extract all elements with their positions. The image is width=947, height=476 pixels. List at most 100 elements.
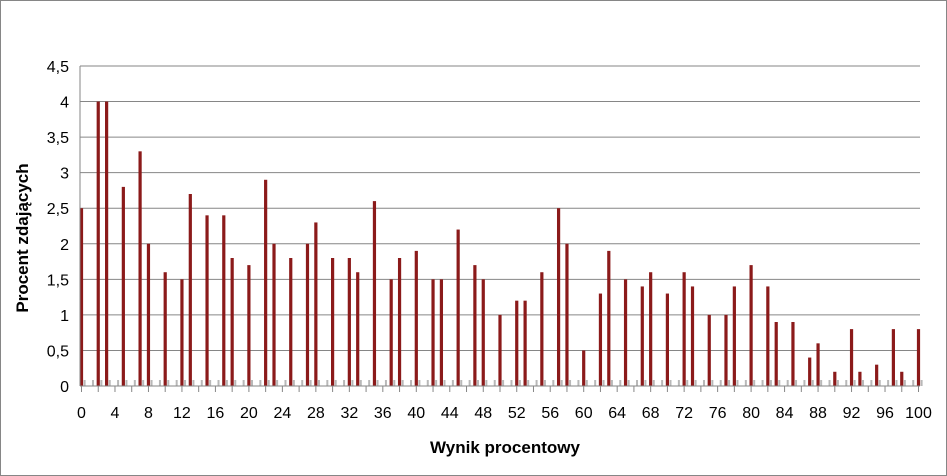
bar-stub [309, 380, 312, 386]
bar [515, 300, 519, 386]
y-tick-label: 1 [60, 308, 69, 325]
bar-stub [862, 380, 865, 386]
bar-stub [786, 380, 789, 386]
bar [732, 286, 736, 386]
bar-stub [719, 380, 722, 386]
x-tick-label: 92 [843, 405, 861, 422]
bar-stub [769, 380, 772, 386]
x-tick-label: 24 [273, 405, 291, 422]
bar [556, 208, 561, 386]
bar-stub [393, 380, 396, 386]
bar-stub [644, 380, 647, 386]
bar [766, 286, 770, 386]
bar [138, 151, 142, 386]
bar-stub [108, 380, 111, 386]
bar [180, 279, 184, 386]
x-tick-label: 40 [407, 405, 425, 422]
bar-stub [476, 380, 479, 386]
bar-stub [493, 380, 496, 386]
bar-stub [418, 380, 421, 386]
bar-stub [267, 380, 270, 386]
x-axis-title: Wynik procentowy [430, 438, 580, 457]
bar [875, 364, 879, 386]
bar-stub [284, 380, 287, 386]
bar-stub [426, 380, 429, 386]
bar [314, 222, 318, 386]
bar-stub [845, 380, 848, 386]
bar-stub [276, 380, 279, 386]
bar-stub [301, 380, 304, 386]
bar-stub [577, 380, 580, 386]
bar-stub [744, 380, 747, 386]
bar [540, 272, 544, 386]
bar [481, 279, 485, 386]
bar-stub [920, 380, 923, 386]
bar-stub [150, 380, 153, 386]
bar [96, 101, 100, 387]
bar [105, 101, 109, 387]
bar [397, 258, 402, 386]
bar-stub [527, 380, 530, 386]
bar-stub [702, 380, 705, 386]
axes [79, 66, 920, 392]
bar-stub [610, 380, 613, 386]
bar-stub [795, 380, 798, 386]
bar-stub [569, 380, 572, 386]
bar [498, 314, 502, 386]
bar [79, 208, 84, 386]
x-tick-label: 44 [441, 405, 459, 422]
bar-stub [460, 380, 463, 386]
x-tick-label: 80 [742, 405, 760, 422]
y-tick-label: 4,5 [47, 59, 69, 76]
bar-stub [117, 380, 120, 386]
bar-stub [451, 380, 454, 386]
bar-stub [828, 380, 831, 386]
bar-stub [736, 380, 739, 386]
bar-stub [359, 380, 362, 386]
bar [163, 272, 167, 386]
bar [456, 229, 460, 386]
bar-stub [200, 380, 203, 386]
bar-stub [175, 380, 178, 386]
x-tick-label: 96 [876, 405, 894, 422]
bar-stub [251, 380, 253, 386]
bar [121, 186, 125, 386]
bar-stub [209, 380, 212, 386]
x-tick-label: 64 [608, 405, 626, 422]
y-tick-label: 3,5 [47, 130, 69, 147]
bar [682, 272, 686, 386]
bar [188, 194, 192, 386]
bar [582, 350, 586, 386]
x-tick-label: 4 [111, 405, 120, 422]
x-tick-labels: 0 4 8 12 16 20 24 28 32 36 40 44 48 52 56 60 64 68 72 76 80 8… [77, 405, 932, 422]
bar-stub [903, 380, 906, 386]
bar-stub [661, 380, 664, 386]
bar-stub [100, 380, 103, 386]
bar-stub [711, 380, 714, 386]
bar [858, 371, 862, 386]
bar [749, 265, 753, 386]
bar [264, 179, 268, 386]
bar-stub [552, 380, 555, 386]
x-tick-label: 52 [508, 405, 526, 422]
bar [791, 322, 795, 386]
bar [623, 279, 628, 386]
bar [649, 272, 653, 386]
x-tick-label: 100 [905, 405, 932, 422]
bar [640, 286, 644, 386]
bar-stub [836, 380, 839, 386]
bar-stub [560, 380, 563, 386]
bar-stub [669, 380, 672, 386]
bar-stub [853, 380, 856, 386]
x-tick-label: 68 [642, 405, 660, 422]
bar-stub [167, 380, 170, 386]
y-tick-label: 4 [60, 95, 69, 112]
bar-stub [217, 380, 220, 386]
bar [849, 329, 854, 386]
x-tick-label: 88 [809, 405, 827, 422]
x-tick-label: 60 [575, 405, 593, 422]
bars [79, 101, 923, 387]
bar [808, 357, 812, 386]
y-tick-label: 0,5 [47, 343, 69, 360]
